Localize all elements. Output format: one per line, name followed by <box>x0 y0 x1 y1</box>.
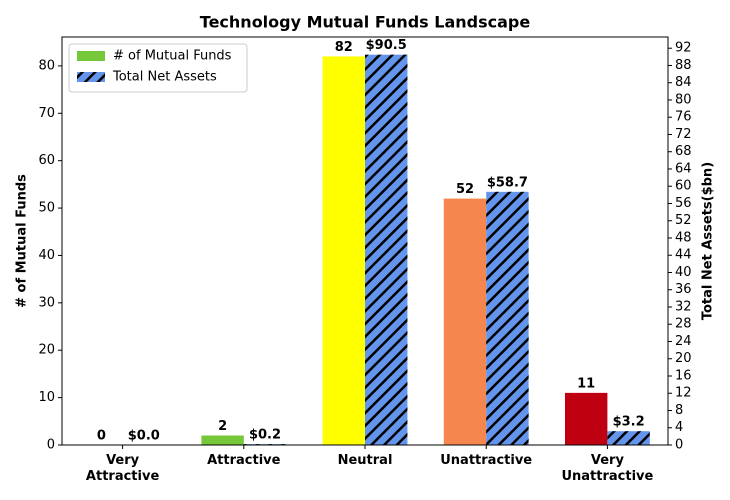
plot-frame <box>61 36 669 446</box>
y-tick-label: 70 <box>38 106 55 121</box>
y-tick-label: 20 <box>38 343 55 358</box>
y2-tick-label: 28 <box>675 317 692 332</box>
y-tick-label: 0 <box>47 438 55 453</box>
y2-tick-label: 52 <box>675 213 692 228</box>
y2-tick-label: 88 <box>675 58 692 73</box>
y2-tick-label: 32 <box>675 299 692 314</box>
data-label: 2 <box>218 419 227 434</box>
legend-box <box>68 43 248 93</box>
bar <box>564 392 608 445</box>
bar-hatch <box>486 191 529 445</box>
data-label: $0.0 <box>128 429 160 444</box>
bar <box>443 198 487 445</box>
data-label: $3.2 <box>613 415 645 430</box>
y-tick-label: 50 <box>38 201 55 216</box>
y-tick-label: 30 <box>38 295 55 310</box>
legend-swatch <box>77 51 105 61</box>
x-tick-label: Very Attractive <box>85 453 160 484</box>
y2-tick-label: 92 <box>675 41 692 56</box>
y-tick-label: 40 <box>38 248 55 263</box>
y2-tick-label: 80 <box>675 92 692 107</box>
y2-tick-label: 24 <box>675 334 692 349</box>
legend-label: Total Net Assets <box>112 70 217 85</box>
data-label: 0 <box>97 429 106 444</box>
legend-label: # of Mutual Funds <box>113 49 232 64</box>
y2-tick-label: 8 <box>675 403 683 418</box>
x-tick-label: Attractive <box>207 453 281 468</box>
y2-tick-label: 44 <box>675 248 692 263</box>
bar-hatch <box>607 431 650 445</box>
y2-tick-label: 0 <box>675 438 683 453</box>
y2-tick-label: 60 <box>675 179 692 194</box>
data-label: 11 <box>577 376 595 391</box>
y2-tick-label: 4 <box>675 420 683 435</box>
data-label: $58.7 <box>487 175 528 190</box>
data-label: $0.2 <box>249 428 281 443</box>
y2-tick-label: 68 <box>675 144 692 159</box>
y2-axis-label: Total Net Assets($bn) <box>701 162 716 320</box>
y2-tick-label: 84 <box>675 75 692 90</box>
bar <box>201 435 244 445</box>
y2-tick-label: 20 <box>675 351 692 366</box>
y2-tick-label: 72 <box>675 127 692 142</box>
chart-title: Technology Mutual Funds Landscape <box>200 13 531 32</box>
y-axis-label: # of Mutual Funds <box>15 174 30 308</box>
y-tick-label: 10 <box>38 390 55 405</box>
y2-tick-label: 64 <box>675 161 692 176</box>
legend-swatch-hatch <box>77 72 105 82</box>
y2-tick-label: 56 <box>675 196 692 211</box>
x-tick-label: Neutral <box>337 453 393 468</box>
bar-hatch <box>365 54 408 446</box>
data-label: $90.5 <box>366 38 407 53</box>
y2-tick-label: 16 <box>675 368 692 383</box>
x-tick-label: Very Unattractive <box>561 453 654 484</box>
y-tick-label: 80 <box>38 58 55 73</box>
data-label: 52 <box>456 182 474 197</box>
y2-tick-label: 48 <box>675 230 692 245</box>
bar <box>322 56 365 446</box>
y2-tick-label: 36 <box>675 282 692 297</box>
y2-tick-label: 76 <box>675 110 692 125</box>
y2-tick-label: 40 <box>675 265 692 280</box>
y-tick-label: 60 <box>38 153 55 168</box>
y2-tick-label: 12 <box>675 386 692 401</box>
data-label: 82 <box>335 40 353 55</box>
x-tick-label: Unattractive <box>440 453 533 468</box>
